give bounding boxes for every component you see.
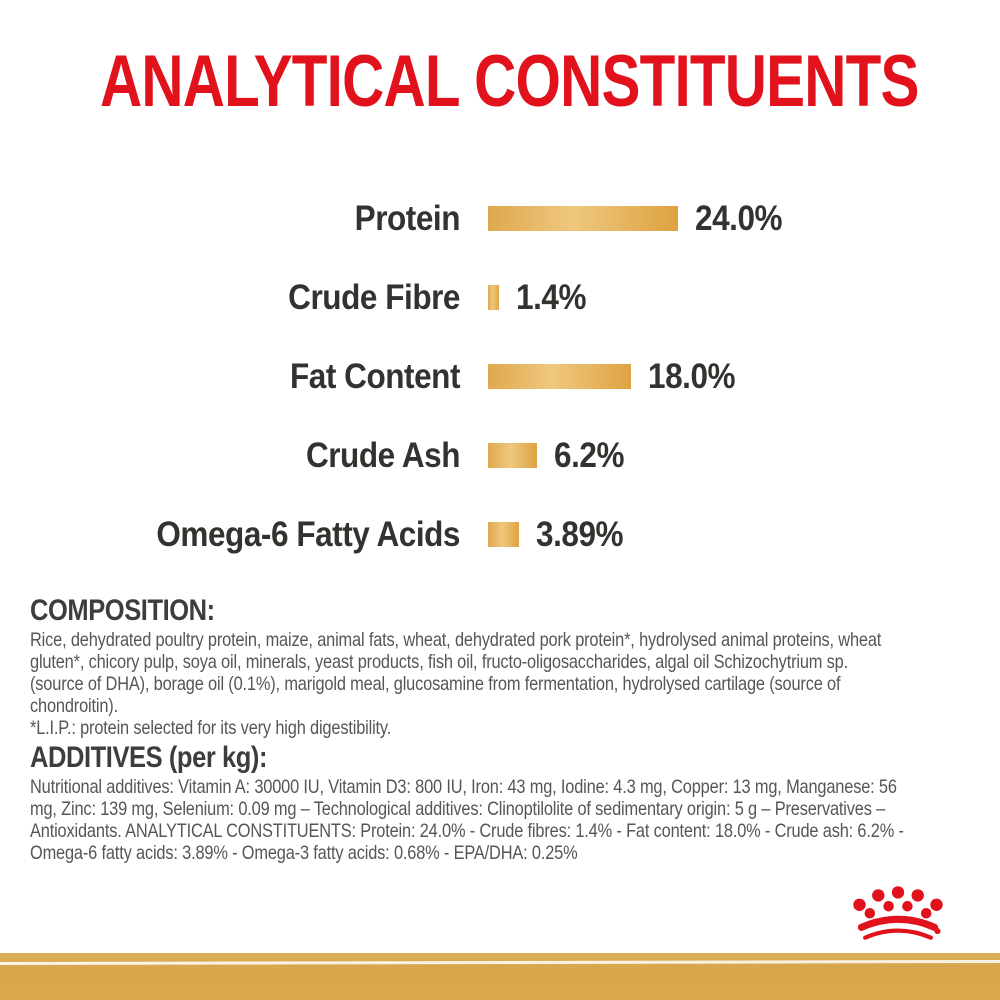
chart-category-label: Omega-6 Fatty Acids: [156, 514, 460, 554]
additives-line: Nutritional additives: Vitamin A: 30000 …: [30, 776, 897, 798]
chart-row: Omega-6 Fatty Acids 3.89%: [0, 495, 1000, 574]
footer-gold-band: [0, 953, 1000, 1000]
composition-heading: COMPOSITION:: [30, 594, 215, 627]
chart-value-label: 18.0%: [647, 356, 736, 396]
chart-bar: [488, 522, 519, 547]
chart-value-label: 1.4%: [516, 277, 587, 317]
chart-row: Crude Fibre 1.4%: [0, 258, 1000, 337]
royal-canin-crown-icon: [851, 886, 945, 953]
composition-line: *L.I.P.: protein selected for its very h…: [30, 717, 392, 739]
composition-line: Rice, dehydrated poultry protein, maize,…: [30, 629, 882, 651]
chart-category-label: Fat Content: [289, 356, 460, 396]
additives-line: Antioxidants. ANALYTICAL CONSTITUENTS: P…: [30, 820, 904, 842]
chart-value-label: 24.0%: [695, 198, 783, 238]
chart-category-label: Crude Ash: [305, 435, 461, 475]
chart-row: Protein 24.0%: [0, 179, 1000, 258]
additives-line: Omega-6 fatty acids: 3.89% - Omega-3 fat…: [30, 842, 578, 864]
additives-line: mg, Zinc: 139 mg, Selenium: 0.09 mg – Te…: [30, 798, 886, 820]
chart-category-label: Crude Fibre: [288, 277, 460, 317]
page-title: ANALYTICAL CONSTITUENTS: [100, 41, 920, 122]
ingredients-text-block: COMPOSITION: Rice, dehydrated poultry pr…: [30, 592, 980, 864]
composition-line: chondroitin).: [30, 695, 118, 717]
chart-bar: [488, 206, 678, 231]
chart-row: Crude Ash 6.2%: [0, 416, 1000, 495]
additives-heading: ADDITIVES (per kg):: [30, 741, 268, 774]
chart-bar: [488, 443, 538, 468]
composition-line: gluten*, chicory pulp, soya oil, mineral…: [30, 651, 849, 673]
chart-row: Fat Content 18.0%: [0, 337, 1000, 416]
chart-value-label: 3.89%: [535, 514, 624, 554]
chart-value-label: 6.2%: [554, 435, 625, 475]
chart-bar: [488, 285, 500, 310]
chart-category-label: Protein: [354, 198, 461, 238]
chart-bar: [488, 364, 631, 389]
composition-line: (source of DHA), borage oil (0.1%), mari…: [30, 673, 841, 695]
footer-highlight-line: [0, 959, 1000, 966]
analytical-constituents-chart: Protein 24.0% Crude Fibre 1.4% Fat Content 18…: [0, 179, 1000, 574]
